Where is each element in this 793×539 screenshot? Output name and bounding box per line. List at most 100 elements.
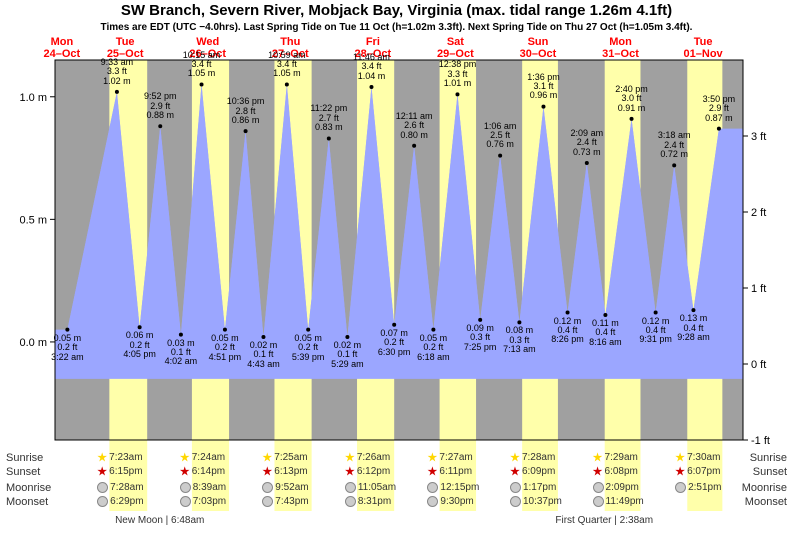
sunset-time: 6:11pm [427,466,472,477]
moonset-time: 7:43pm [262,496,308,507]
sunset-icon [97,466,107,476]
moonset-time: 8:31pm [345,496,391,507]
low-tide-label: 0.05 m 0.2 ft 5:39 pm [292,334,325,362]
sunrise-icon [593,452,603,462]
moonrise-time: 11:05am [345,482,396,493]
sunrise-icon [97,452,107,462]
high-tide-label: 11:46 am 3.4 ft 1.04 m [353,53,390,81]
label-sunrise-left: Sunrise [6,452,43,464]
moonrise-icon [345,482,356,493]
svg-text:0.0 m: 0.0 m [19,337,47,349]
low-tide-label: 0.12 m 0.4 ft 9:31 pm [639,317,672,345]
moonrise-time: 12:15pm [427,482,479,493]
moonset-time: 7:03pm [180,496,226,507]
sunset-time: 6:13pm [262,466,307,477]
high-tide-label: 3:50 pm 2.9 ft 0.87 m [703,95,736,123]
low-tide-label: 0.11 m 0.4 ft 8:16 am [589,319,622,347]
moonrise-time: 1:17pm [510,482,556,493]
high-tide-label: 10:15 am 3.4 ft 1.05 m [183,51,221,79]
moonset-icon [97,496,108,507]
high-tide-label: 11:22 pm 2.7 ft 0.83 m [310,104,347,132]
low-tide-label: 0.05 m 0.2 ft 3:22 am [51,334,84,362]
moonrise-time: 8:39am [180,482,226,493]
label-moonrise-left: Moonrise [6,482,51,494]
sunrise-time: 7:27am [427,452,472,463]
high-tide-label: 9:52 pm 2.9 ft 0.88 m [144,92,177,120]
moonset-icon [427,496,438,507]
svg-text:0.5 m: 0.5 m [19,214,47,226]
high-tide-label: 10:59 am 3.4 ft 1.05 m [268,51,306,79]
label-moonrise-right: Moonrise [742,482,787,494]
sunset-time: 6:12pm [345,466,390,477]
sunrise-icon [345,452,355,462]
high-tide-label: 3:18 am 2.4 ft 0.72 m [658,131,691,159]
moonrise-icon [262,482,273,493]
sunset-icon [262,466,272,476]
low-tide-label: 0.03 m 0.1 ft 4:02 am [165,339,198,367]
svg-text:1.0 m: 1.0 m [19,92,47,104]
sunrise-time: 7:23am [97,452,142,463]
moonrise-time: 2:09pm [593,482,639,493]
date-label: Mon 24–Oct [32,36,92,60]
sunset-time: 6:15pm [97,466,142,477]
sunrise-icon [262,452,272,462]
moonrise-time: 2:51pm [675,482,721,493]
moonset-time: 9:30pm [427,496,473,507]
sunset-icon [345,466,355,476]
moonrise-icon [180,482,191,493]
low-tide-label: 0.12 m 0.4 ft 8:26 pm [551,317,584,345]
high-tide-label: 1:06 am 2.5 ft 0.76 m [484,122,517,150]
label-sunset-left: Sunset [6,466,40,478]
moon-phase-label: New Moon | 6:48am [115,515,204,526]
moonset-icon [180,496,191,507]
sunset-icon [427,466,437,476]
moonset-icon [593,496,604,507]
svg-text:-1 ft: -1 ft [751,435,770,447]
sunrise-time: 7:25am [262,452,307,463]
svg-text:3 ft: 3 ft [751,131,766,143]
high-tide-label: 10:36 pm 2.8 ft 0.86 m [227,97,265,125]
label-moonset-right: Moonset [745,496,787,508]
low-tide-label: 0.05 m 0.2 ft 4:51 pm [209,334,242,362]
moonrise-icon [427,482,438,493]
low-tide-label: 0.06 m 0.2 ft 4:05 pm [123,331,156,359]
moonrise-time: 9:52am [262,482,308,493]
tide-chart: SW Branch, Severn River, Mobjack Bay, Vi… [0,0,793,539]
svg-text:2 ft: 2 ft [751,207,766,219]
moonrise-icon [593,482,604,493]
date-label: Tue 01–Nov [673,36,733,60]
svg-text:1 ft: 1 ft [751,283,766,295]
sunrise-icon [675,452,685,462]
moonset-icon [262,496,273,507]
low-tide-label: 0.02 m 0.1 ft 4:43 am [247,341,280,369]
svg-text:0 ft: 0 ft [751,359,766,371]
low-tide-label: 0.02 m 0.1 ft 5:29 am [331,341,364,369]
sunrise-icon [180,452,190,462]
sunset-icon [180,466,190,476]
low-tide-label: 0.13 m 0.4 ft 9:28 am [677,314,710,342]
moon-phase-label: First Quarter | 2:38am [555,515,653,526]
moonrise-icon [510,482,521,493]
low-tide-label: 0.07 m 0.2 ft 6:30 pm [378,329,411,357]
moonrise-time: 7:28am [97,482,143,493]
high-tide-label: 12:11 am 2.6 ft 0.80 m [396,112,433,140]
low-tide-label: 0.09 m 0.3 ft 7:25 pm [464,324,497,352]
label-sunset-right: Sunset [753,466,787,478]
sunset-time: 6:09pm [510,466,555,477]
moonrise-icon [675,482,686,493]
date-label: Sun 30–Oct [508,36,568,60]
moonrise-icon [97,482,108,493]
sunset-icon [675,466,685,476]
sunrise-time: 7:24am [180,452,225,463]
sunset-icon [510,466,520,476]
label-moonset-left: Moonset [6,496,48,508]
label-sunrise-right: Sunrise [750,452,787,464]
high-tide-label: 2:40 pm 3.0 ft 0.91 m [615,85,648,113]
date-label: Sat 29–Oct [425,36,485,60]
high-tide-label: 1:36 pm 3.1 ft 0.96 m [527,73,560,101]
sunrise-time: 7:29am [593,452,638,463]
sunrise-icon [427,452,437,462]
high-tide-label: 12:38 pm 3.3 ft 1.01 m [439,60,477,88]
moonset-icon [510,496,521,507]
date-label: Mon 31–Oct [591,36,651,60]
